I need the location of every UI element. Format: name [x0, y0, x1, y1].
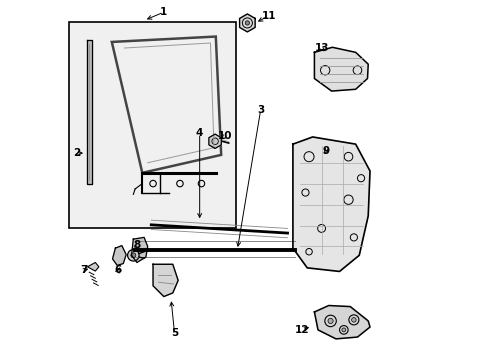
Polygon shape — [239, 14, 255, 32]
Text: 1: 1 — [160, 7, 167, 17]
Polygon shape — [208, 134, 221, 148]
Circle shape — [131, 253, 136, 258]
Polygon shape — [314, 47, 367, 91]
Polygon shape — [87, 262, 99, 271]
Text: 3: 3 — [257, 105, 264, 115]
Polygon shape — [153, 264, 178, 297]
Text: 10: 10 — [217, 131, 231, 141]
Circle shape — [351, 318, 355, 322]
Circle shape — [341, 328, 345, 332]
Polygon shape — [314, 306, 369, 339]
Circle shape — [327, 318, 332, 324]
Text: 11: 11 — [261, 11, 276, 21]
Text: 7: 7 — [80, 265, 87, 275]
Polygon shape — [131, 237, 147, 262]
Polygon shape — [86, 40, 92, 184]
Polygon shape — [292, 137, 369, 271]
Circle shape — [127, 249, 139, 261]
Circle shape — [244, 21, 249, 25]
Text: 13: 13 — [314, 43, 328, 53]
Text: 8: 8 — [133, 240, 140, 250]
Polygon shape — [112, 246, 126, 265]
Text: 6: 6 — [114, 265, 122, 275]
Text: 9: 9 — [322, 145, 329, 156]
Text: 12: 12 — [294, 325, 308, 335]
Text: 5: 5 — [171, 328, 178, 338]
Text: 2: 2 — [73, 148, 80, 158]
FancyBboxPatch shape — [69, 22, 235, 228]
Text: 4: 4 — [196, 129, 203, 138]
